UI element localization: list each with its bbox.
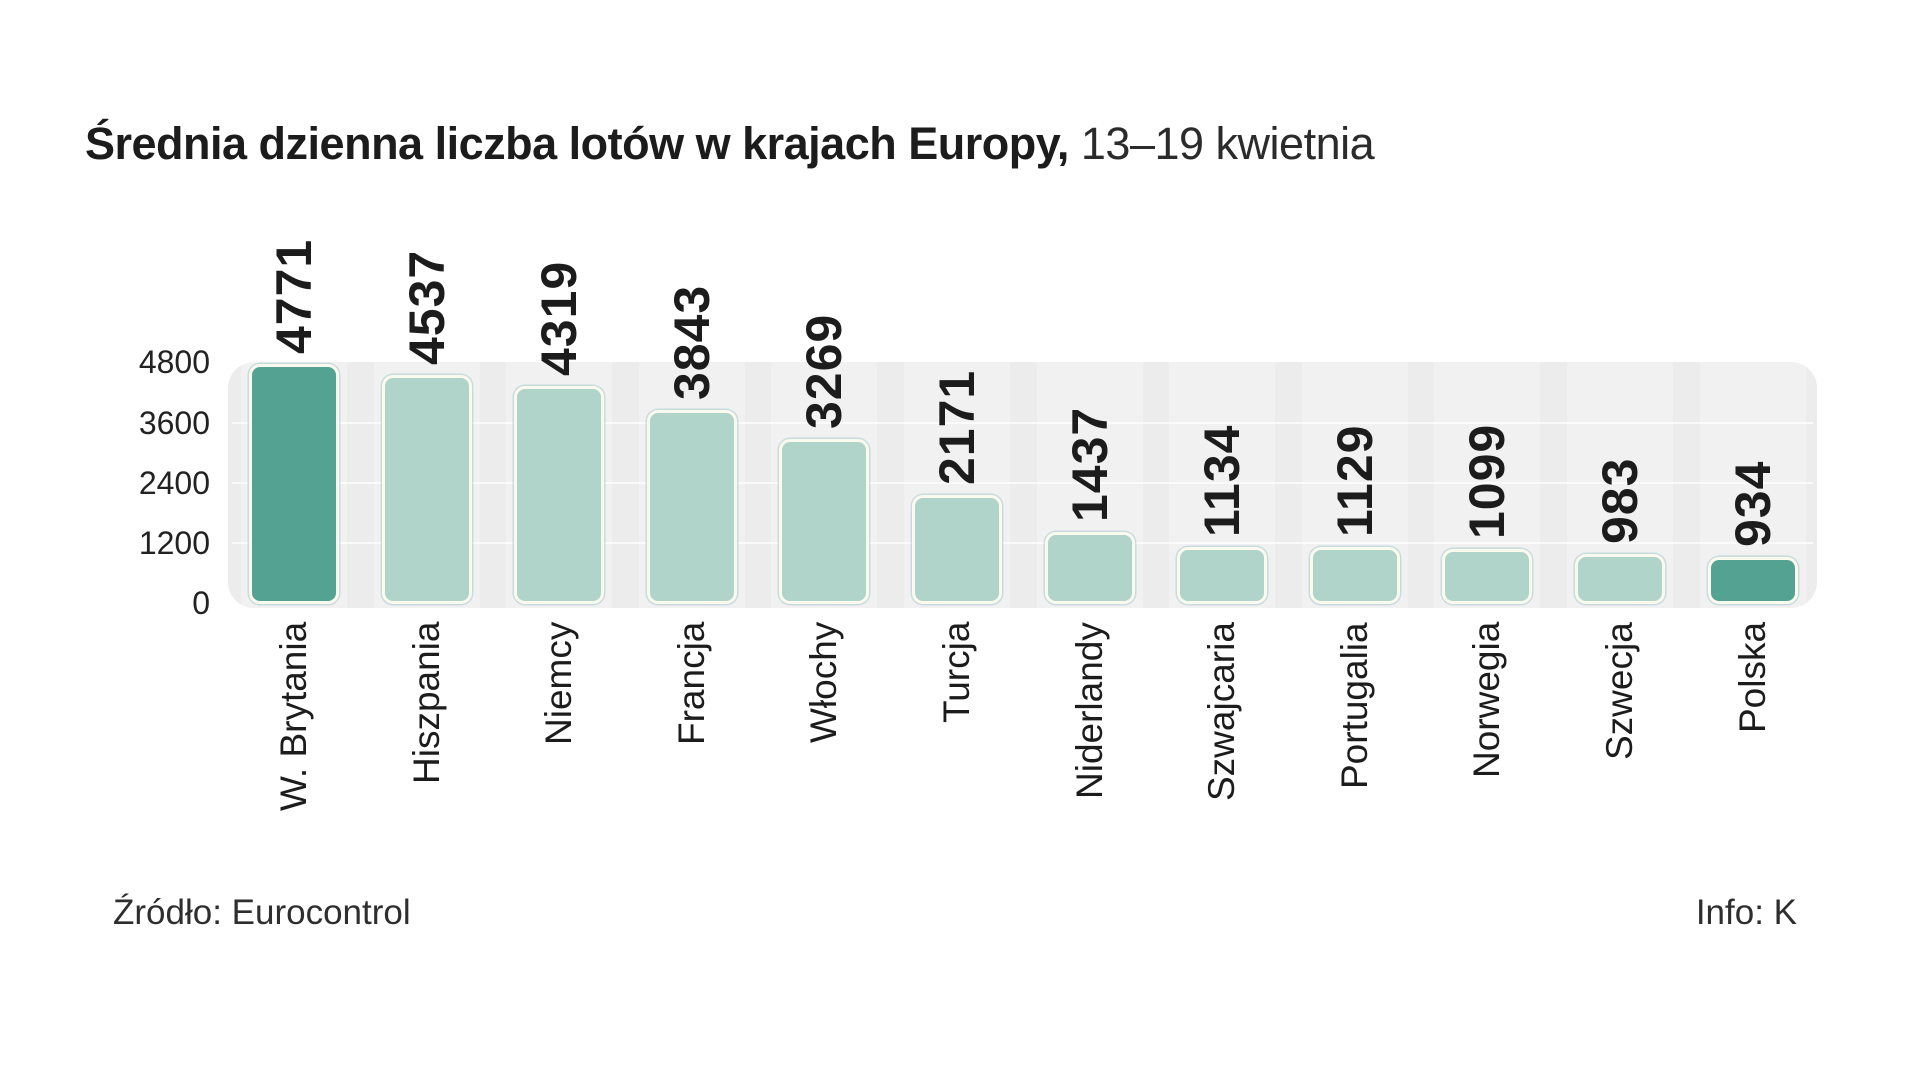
chart-title-bold: Średnia dzienna liczba lotów w krajach E… xyxy=(85,118,1069,169)
value-label-norwegia: 1099 xyxy=(1459,423,1515,539)
y-tick-label-4800: 4800 xyxy=(138,344,210,380)
value-label-w-brytania: 4771 xyxy=(266,238,322,354)
bar-w-brytania xyxy=(249,364,339,604)
bar-szwajcaria xyxy=(1177,547,1267,604)
y-tick-label-2400: 2400 xyxy=(138,465,210,501)
chart-title-period: 13–19 kwietnia xyxy=(1068,118,1375,169)
value-label-portugalia: 1129 xyxy=(1327,424,1383,537)
value-label-francja: 3843 xyxy=(664,284,720,400)
y-tick-label-0: 0 xyxy=(192,585,210,621)
bar-wlochy xyxy=(779,439,869,604)
x-label-portugalia: Portugalia xyxy=(1334,622,1375,789)
x-label-szwecja: Szwecja xyxy=(1599,622,1640,760)
value-label-turcja: 2171 xyxy=(929,369,985,485)
bar-hiszpania xyxy=(382,375,472,604)
plot-background xyxy=(228,362,1817,608)
x-label-hiszpania: Hiszpania xyxy=(406,622,447,785)
bar-niemcy xyxy=(514,386,604,604)
value-label-niderlandy: 1437 xyxy=(1062,406,1118,522)
source-credit: Źródło: Eurocontrol xyxy=(113,893,411,932)
bar-szwecja xyxy=(1575,554,1665,604)
x-label-norwegia: Norwegia xyxy=(1466,622,1507,779)
x-label-w-brytania: W. Brytania xyxy=(273,622,314,812)
bar-francja xyxy=(647,410,737,604)
value-label-polska: 934 xyxy=(1725,460,1781,547)
x-label-turcja: Turcja xyxy=(936,622,977,724)
bar-norwegia xyxy=(1442,549,1532,604)
x-label-szwajcaria: Szwajcaria xyxy=(1201,622,1242,801)
value-label-hiszpania: 4537 xyxy=(399,249,455,365)
value-label-niemcy: 4319 xyxy=(531,260,587,376)
gridline-2400 xyxy=(232,482,1813,484)
y-tick-label-3600: 3600 xyxy=(138,405,210,441)
bar-polska xyxy=(1708,557,1798,604)
chart-title: Średnia dzienna liczba lotów w krajach E… xyxy=(85,118,1375,170)
gridline-3600 xyxy=(232,422,1813,424)
bar-turcja xyxy=(912,495,1002,604)
value-label-szwecja: 983 xyxy=(1592,457,1648,544)
value-label-szwajcaria: 1134 xyxy=(1194,424,1250,537)
value-label-wlochy: 3269 xyxy=(796,313,852,429)
x-label-niderlandy: Niderlandy xyxy=(1069,622,1110,799)
x-label-polska: Polska xyxy=(1732,622,1773,734)
bar-portugalia xyxy=(1310,547,1400,604)
bar-niderlandy xyxy=(1045,532,1135,604)
x-label-wlochy: Włochy xyxy=(803,622,844,744)
x-label-francja: Francja xyxy=(671,622,712,746)
gridline-1200 xyxy=(232,542,1813,544)
x-label-niemcy: Niemcy xyxy=(538,622,579,746)
y-tick-label-1200: 1200 xyxy=(138,525,210,561)
info-credit: Info: K xyxy=(1695,893,1797,932)
